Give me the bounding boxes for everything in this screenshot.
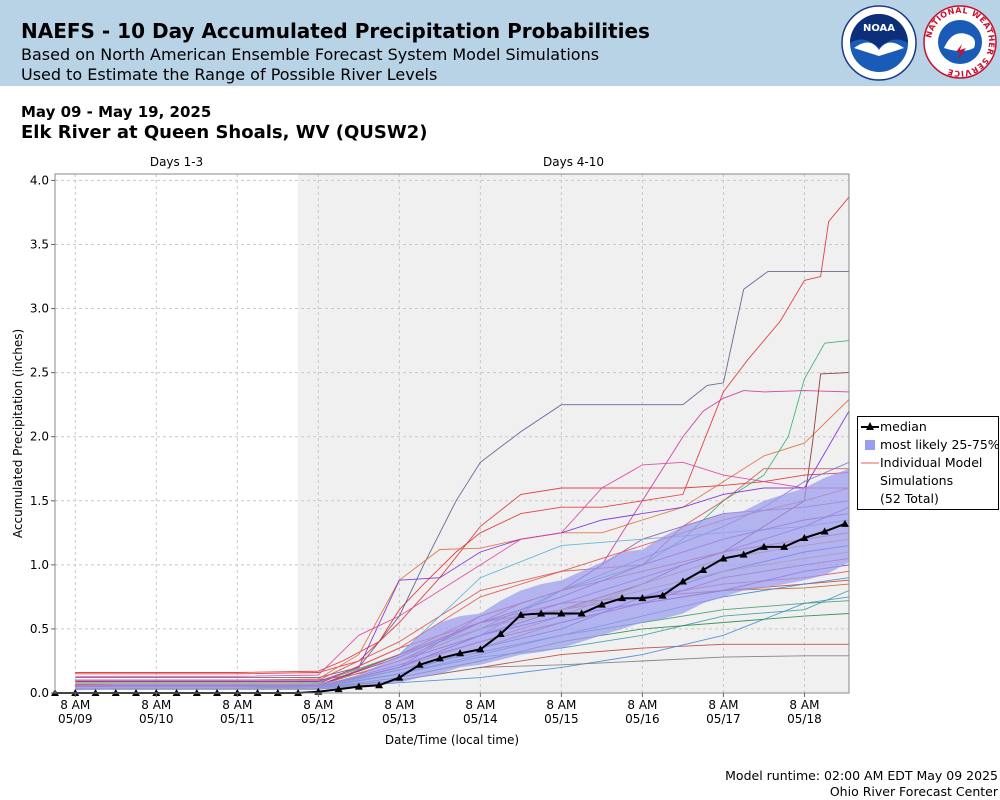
x-tick-label-date: 05/14 bbox=[463, 712, 498, 726]
legend-item-individual: Individual Model bbox=[858, 455, 998, 471]
median-marker bbox=[537, 609, 546, 617]
x-tick-label-date: 05/18 bbox=[787, 712, 822, 726]
y-tick-label: 3.0 bbox=[30, 302, 49, 316]
x-tick-label-date: 05/10 bbox=[139, 712, 174, 726]
y-tick-label: 1.0 bbox=[30, 558, 49, 572]
noaa-logo: NOAA bbox=[841, 5, 917, 81]
legend-median-label: median bbox=[880, 419, 927, 434]
header-subtitle-2: Used to Estimate the Range of Possible R… bbox=[21, 65, 438, 84]
y-tick-label: 1.5 bbox=[30, 494, 49, 508]
median-marker bbox=[739, 550, 748, 558]
legend-likely-swatch bbox=[865, 440, 875, 450]
y-tick-label: 3.5 bbox=[30, 237, 49, 251]
legend-individual-label-3: (52 Total) bbox=[880, 491, 939, 506]
median-marker bbox=[678, 577, 687, 585]
median-marker bbox=[759, 542, 768, 550]
median-marker bbox=[699, 565, 708, 573]
nws-logo: NATIONAL WEATHER SERVICE bbox=[923, 5, 997, 79]
median-marker bbox=[456, 649, 465, 657]
header-title: NAEFS - 10 Day Accumulated Precipitation… bbox=[21, 19, 650, 43]
x-tick-label-date: 05/13 bbox=[382, 712, 417, 726]
legend-individual-label-1: Individual Model bbox=[880, 455, 983, 470]
legend-individual-swatch bbox=[861, 462, 879, 464]
x-tick-label-time: 8 AM bbox=[546, 698, 576, 712]
median-marker bbox=[476, 645, 485, 653]
y-tick-label: 4.0 bbox=[30, 173, 49, 187]
forecast-center: Ohio River Forecast Center bbox=[829, 784, 998, 799]
median-marker bbox=[780, 542, 789, 550]
median-marker bbox=[375, 681, 384, 689]
simulation-line bbox=[75, 270, 849, 679]
x-tick-label-time: 8 AM bbox=[303, 698, 333, 712]
x-tick-label-date: 05/16 bbox=[625, 712, 660, 726]
median-marker bbox=[840, 519, 849, 527]
median-marker bbox=[334, 685, 343, 693]
x-tick-label-time: 8 AM bbox=[627, 698, 657, 712]
station-title: Elk River at Queen Shoals, WV (QUSW2) bbox=[21, 122, 428, 143]
median-marker bbox=[496, 630, 505, 638]
simulation-line bbox=[75, 461, 849, 677]
median-marker bbox=[638, 594, 647, 602]
x-tick-label-date: 05/12 bbox=[301, 712, 336, 726]
median-marker bbox=[800, 533, 809, 541]
likely-band-25-75 bbox=[75, 468, 850, 691]
x-tick-label-date: 05/15 bbox=[544, 712, 579, 726]
legend-likely-label: most likely 25-75% bbox=[880, 437, 1000, 452]
legend-median-swatch bbox=[861, 422, 879, 430]
median-marker bbox=[354, 682, 363, 690]
x-tick-label-date: 05/11 bbox=[220, 712, 255, 726]
median-marker bbox=[415, 660, 424, 668]
chart-legend: median most likely 25-75% Individual Mod… bbox=[857, 416, 1000, 510]
y-axis-label: Accumulated Precipitation (inches) bbox=[11, 329, 25, 538]
median-markers bbox=[51, 519, 849, 696]
simulation-line bbox=[75, 196, 850, 673]
median-marker bbox=[577, 609, 586, 617]
legend-item-median: median bbox=[858, 419, 998, 435]
x-axis-label: Date/Time (local time) bbox=[385, 733, 519, 747]
y-tick-label: 2.0 bbox=[30, 430, 49, 444]
median-marker bbox=[516, 610, 525, 618]
simulation-line bbox=[75, 472, 850, 675]
median-marker bbox=[719, 554, 728, 562]
median-marker bbox=[597, 600, 606, 608]
noaa-logo-text: NOAA bbox=[863, 23, 895, 34]
median-marker bbox=[820, 527, 829, 535]
period-label-days-4-10: Days 4-10 bbox=[543, 155, 604, 169]
header-subtitle-1: Based on North American Ensemble Forecas… bbox=[21, 45, 600, 64]
x-tick-label-time: 8 AM bbox=[141, 698, 171, 712]
median-marker bbox=[435, 654, 444, 662]
x-tick-label-time: 8 AM bbox=[384, 698, 414, 712]
median-marker bbox=[658, 591, 667, 599]
y-axis: 0.0 0.5 1.0 1.5 2.0 2.5 3.0 3.5 4.0 bbox=[30, 173, 55, 700]
median-marker bbox=[557, 609, 566, 617]
x-tick-label-time: 8 AM bbox=[708, 698, 738, 712]
y-tick-label: 2.5 bbox=[30, 366, 49, 380]
x-tick-label-time: 8 AM bbox=[222, 698, 252, 712]
y-tick-label: 0.5 bbox=[30, 622, 49, 636]
x-tick-label-date: 05/17 bbox=[706, 712, 741, 726]
x-tick-label-date: 05/09 bbox=[58, 712, 93, 726]
median-marker bbox=[618, 594, 627, 602]
plot-frame bbox=[54, 173, 850, 694]
header-banner: NAEFS - 10 Day Accumulated Precipitation… bbox=[0, 0, 1000, 86]
median-marker bbox=[395, 673, 404, 681]
legend-item-likely: most likely 25-75% bbox=[858, 437, 1000, 453]
legend-individual-count: (52 Total) bbox=[858, 491, 998, 507]
model-runtime: Model runtime: 02:00 AM EDT May 09 2025 bbox=[725, 768, 998, 783]
period-label-days-1-3: Days 1-3 bbox=[150, 155, 203, 169]
x-tick-label-time: 8 AM bbox=[789, 698, 819, 712]
y-tick-label: 0.0 bbox=[30, 686, 49, 700]
legend-individual-label-2: Simulations bbox=[880, 473, 954, 488]
legend-individual-cont: Simulations bbox=[858, 473, 998, 489]
x-tick-label-time: 8 AM bbox=[465, 698, 495, 712]
date-range: May 09 - May 19, 2025 bbox=[21, 103, 212, 121]
x-tick-label-time: 8 AM bbox=[60, 698, 90, 712]
